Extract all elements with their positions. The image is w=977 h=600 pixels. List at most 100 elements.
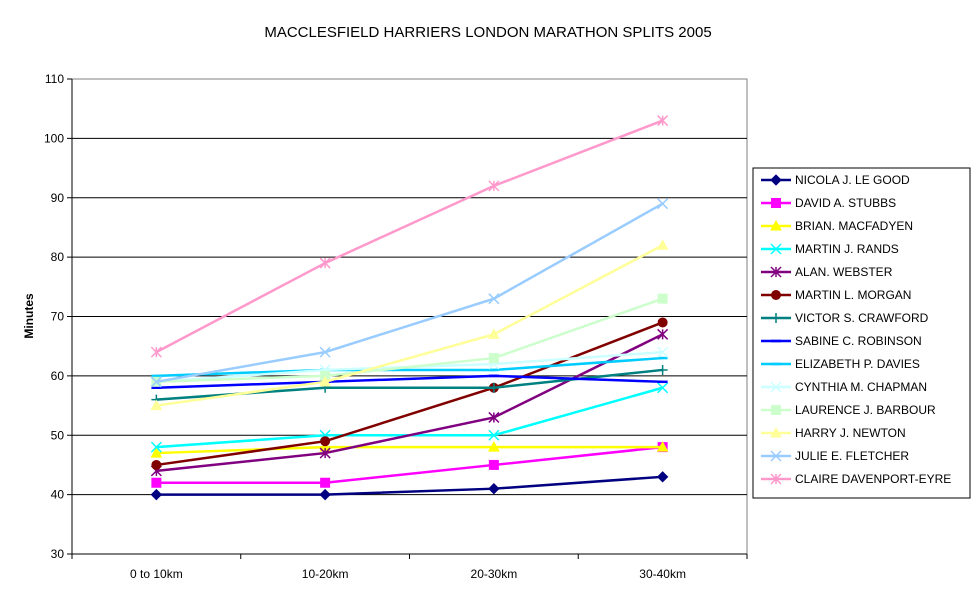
legend-label: DAVID A. STUBBS <box>795 196 896 210</box>
data-point <box>656 441 669 452</box>
data-point <box>150 346 162 358</box>
legend-marker <box>770 174 782 186</box>
legend-label: BRIAN. MACFADYEN <box>795 219 913 233</box>
legend-marker <box>771 198 781 208</box>
y-tick-label: 40 <box>51 488 65 502</box>
legend-entry: JULIE E. FLETCHER <box>761 449 909 463</box>
data-point <box>319 447 331 459</box>
series-line <box>156 321 664 467</box>
series-group <box>150 115 669 501</box>
series-line <box>156 445 663 484</box>
y-tick-label: 110 <box>45 72 64 86</box>
x-tick-label: 20-30km <box>471 567 518 581</box>
x-tick-label: 10-20km <box>302 567 349 581</box>
series-line <box>156 297 664 384</box>
y-tick-label: 50 <box>51 428 65 442</box>
y-tick-label: 80 <box>51 250 65 264</box>
legend-entry: NICOLA J. LE GOOD <box>761 173 910 187</box>
data-point <box>320 477 331 488</box>
data-point <box>151 477 162 488</box>
legend-entry: CLAIRE DAVENPORT-EYRE <box>761 472 951 486</box>
legend-entry: SABINE C. ROBINSON <box>761 334 922 348</box>
y-tick-label: 30 <box>51 547 65 561</box>
data-point <box>150 376 162 388</box>
series-line <box>156 356 663 378</box>
y-tick-label: 60 <box>51 369 65 383</box>
x-tick-label: 30-40km <box>639 567 686 581</box>
legend-entry: VICTOR S. CRAWFORD <box>761 311 929 325</box>
series-line <box>155 119 664 354</box>
data-point <box>488 382 499 393</box>
data-point <box>488 411 500 423</box>
data-point <box>657 382 669 394</box>
legend-entry: MARTIN J. RANDS <box>761 242 899 256</box>
data-point <box>657 293 668 304</box>
series-11 <box>150 239 669 411</box>
data-point <box>488 459 499 470</box>
data-point <box>150 441 162 453</box>
data-point <box>657 198 669 210</box>
legend-entry: MARTIN L. MORGAN <box>761 288 911 302</box>
legend-entry: DAVID A. STUBBS <box>761 196 896 210</box>
y-tick-label: 100 <box>44 131 64 145</box>
axes <box>67 78 748 559</box>
data-point <box>488 441 500 452</box>
data-point <box>657 364 668 375</box>
data-point <box>319 375 331 387</box>
data-point <box>656 239 669 250</box>
legend-label: ALAN. WEBSTER <box>795 265 893 279</box>
legend-label: HARRY J. NEWTON <box>795 426 906 440</box>
data-point <box>656 471 669 483</box>
legend-label: CYNTHIA M. CHAPMAN <box>795 380 927 394</box>
legend-entry: HARRY J. NEWTON <box>761 426 906 440</box>
series-0 <box>150 471 669 501</box>
legend-marker <box>770 450 782 462</box>
data-point <box>319 257 331 269</box>
data-point <box>319 488 331 501</box>
series-5 <box>151 317 668 470</box>
legend-label: VICTOR S. CRAWFORD <box>795 311 929 325</box>
data-point <box>488 429 500 441</box>
legend-marker <box>770 381 782 393</box>
series-line <box>156 445 663 455</box>
series-line <box>156 374 663 389</box>
data-point <box>488 180 500 192</box>
series-line <box>156 475 663 496</box>
legend-marker <box>770 243 782 255</box>
data-point <box>657 346 669 358</box>
legend-label: ELIZABETH P. DAVIES <box>795 357 920 371</box>
data-point <box>320 436 331 447</box>
data-point <box>150 488 163 501</box>
y-tick-label: 90 <box>51 191 65 205</box>
data-point <box>657 317 668 328</box>
x-tick-label: 0 to 10km <box>130 567 183 581</box>
legend-box <box>752 167 971 499</box>
legend-label: LAURENCE J. BARBOUR <box>795 403 936 417</box>
series-2 <box>150 441 669 458</box>
legend: NICOLA J. LE GOOD DAVID A. STUBBS BRIAN. M… <box>752 167 971 499</box>
legend-label: CLAIRE DAVENPORT-EYRE <box>795 472 951 486</box>
legend-marker <box>771 313 781 323</box>
y-tick-label: 70 <box>51 310 65 324</box>
legend-entry: CYNTHIA M. CHAPMAN <box>761 380 927 394</box>
legend-label: NICOLA J. LE GOOD <box>795 173 910 187</box>
series-13 <box>150 115 669 358</box>
data-point <box>488 293 500 305</box>
legend-label: JULIE E. FLETCHER <box>795 449 909 463</box>
legend-entry: BRIAN. MACFADYEN <box>761 219 913 233</box>
legend-marker <box>770 426 782 438</box>
legend-entry: LAURENCE J. BARBOUR <box>761 403 936 417</box>
tick-labels: 30 40 50 60 70 80 90 100 110 0 to 10km 10-20km 20-3… <box>44 72 686 581</box>
data-point <box>488 353 499 364</box>
data-point <box>488 482 500 495</box>
legend-marker <box>771 405 781 415</box>
series-line <box>156 244 664 407</box>
data-point <box>657 328 669 340</box>
data-point <box>657 115 669 127</box>
legend-label: MARTIN L. MORGAN <box>795 288 911 302</box>
legend-entry: ALAN. WEBSTER <box>761 265 893 279</box>
y-axis-label: Minutes <box>22 293 36 339</box>
legend-label: SABINE C. ROBINSON <box>795 334 922 348</box>
data-point <box>151 459 162 470</box>
